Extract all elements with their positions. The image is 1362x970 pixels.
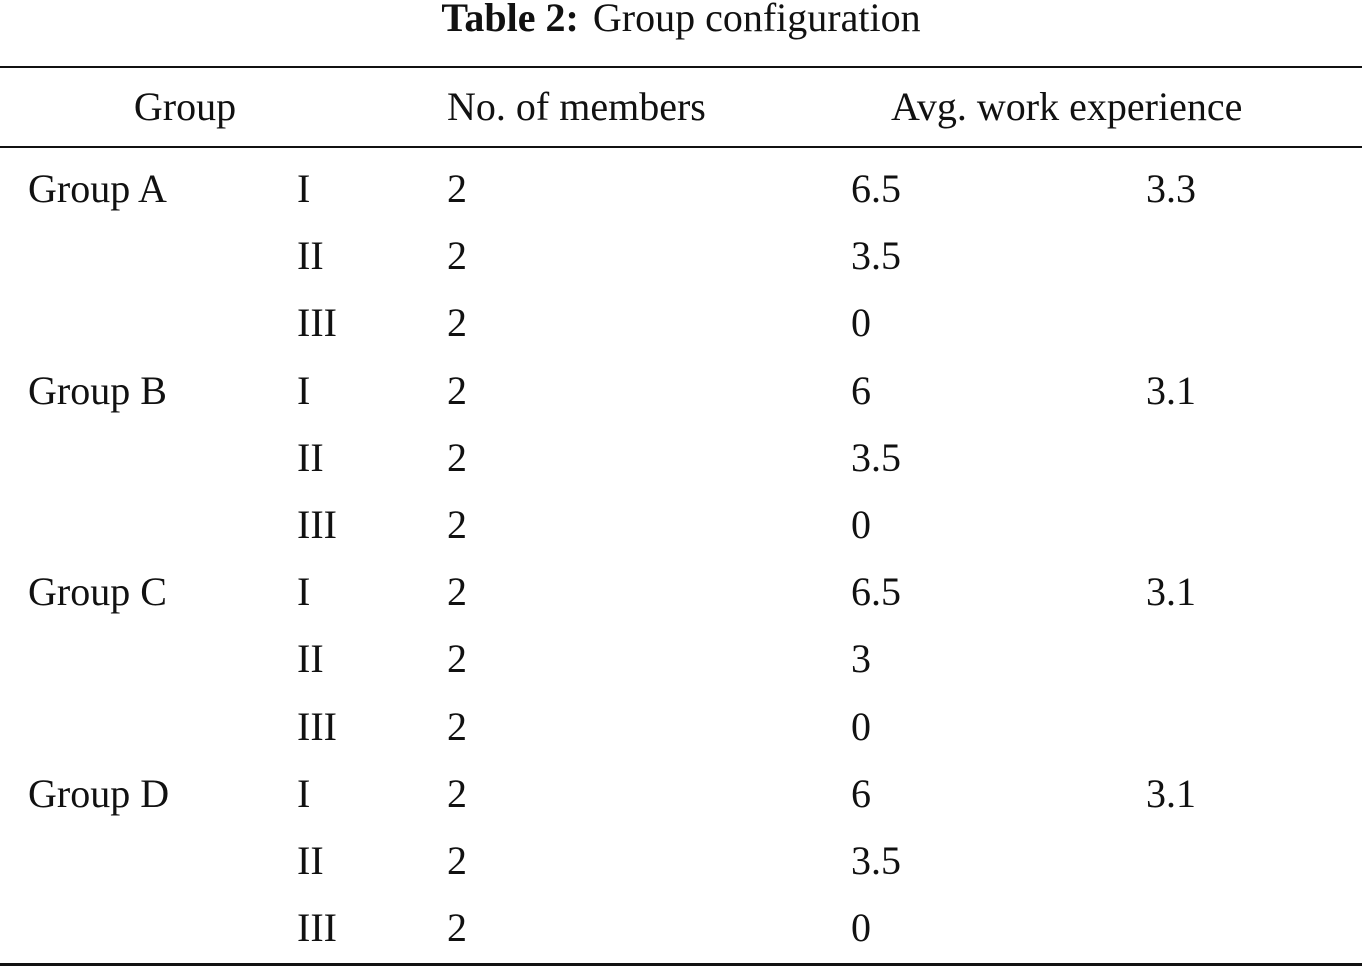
members-cell: 2	[447, 838, 467, 883]
members-cell: 2	[447, 434, 467, 480]
table-row: II 2 3.5	[0, 231, 1362, 298]
experience-cell: 6	[851, 367, 871, 413]
average-cell: 3.1	[1146, 770, 1196, 816]
header-group: Group	[133, 84, 237, 129]
table-row: Group A I 2 6.5 3.3	[0, 164, 1362, 231]
members-cell: 2	[447, 233, 467, 279]
members-cell: 2	[447, 300, 467, 346]
subgroup-cell: I	[297, 569, 311, 615]
top-rule	[0, 66, 1362, 68]
average-cell: 3.3	[1146, 166, 1196, 211]
experience-cell: 6.5	[851, 166, 901, 211]
experience-cell: 3	[851, 636, 871, 682]
subgroup-cell: I	[297, 770, 311, 816]
group-cell: Group C	[28, 569, 167, 615]
members-cell: 2	[447, 636, 467, 682]
experience-cell: 3.5	[851, 838, 901, 883]
experience-cell: 0	[851, 703, 871, 749]
header-rule	[0, 146, 1362, 148]
table-row: II 2 3.5	[0, 836, 1362, 903]
members-cell: 2	[447, 166, 467, 211]
group-cell: Group D	[28, 770, 170, 816]
subgroup-cell: I	[297, 166, 311, 211]
subgroup-cell: II	[297, 233, 324, 279]
experience-cell: 0	[851, 300, 871, 346]
subgroup-cell: II	[297, 636, 324, 682]
members-cell: 2	[447, 703, 467, 749]
average-cell: 3.1	[1146, 569, 1196, 615]
members-cell: 2	[447, 905, 467, 951]
members-cell: 2	[447, 502, 467, 547]
experience-cell: 6	[851, 770, 871, 816]
table-row: III 2 0	[0, 500, 1362, 567]
table-row: II 2 3	[0, 634, 1362, 701]
subgroup-cell: II	[297, 838, 324, 883]
members-cell: 2	[447, 569, 467, 615]
average-cell: 3.1	[1146, 367, 1196, 413]
subgroup-cell: I	[297, 367, 311, 413]
header-experience: Avg. work experience	[891, 84, 1243, 129]
caption-text: Group configuration	[592, 0, 921, 40]
group-cell: Group B	[28, 367, 167, 413]
table-caption: Table 2: Group configuration	[0, 0, 1362, 44]
experience-cell: 3.5	[851, 233, 901, 279]
table-row: III 2 0	[0, 903, 1362, 970]
experience-cell: 6.5	[851, 569, 901, 615]
table-row: III 2 0	[0, 702, 1362, 769]
header-members: No. of members	[447, 84, 706, 129]
caption-label: Table 2:	[441, 0, 579, 40]
table-row: II 2 3.5	[0, 433, 1362, 500]
subgroup-cell: III	[297, 502, 337, 547]
table-row: III 2 0	[0, 298, 1362, 365]
members-cell: 2	[447, 367, 467, 413]
experience-cell: 3.5	[851, 434, 901, 480]
subgroup-cell: III	[297, 300, 337, 346]
experience-cell: 0	[851, 905, 871, 951]
subgroup-cell: III	[297, 703, 337, 749]
subgroup-cell: III	[297, 905, 337, 951]
table-row: Group B I 2 6 3.1	[0, 366, 1362, 433]
table-row: Group C I 2 6.5 3.1	[0, 567, 1362, 634]
members-cell: 2	[447, 770, 467, 816]
group-cell: Group A	[28, 166, 167, 211]
subgroup-cell: II	[297, 434, 324, 480]
bottom-rule	[0, 963, 1362, 966]
experience-cell: 0	[851, 502, 871, 547]
table-row: Group D I 2 6 3.1	[0, 769, 1362, 836]
